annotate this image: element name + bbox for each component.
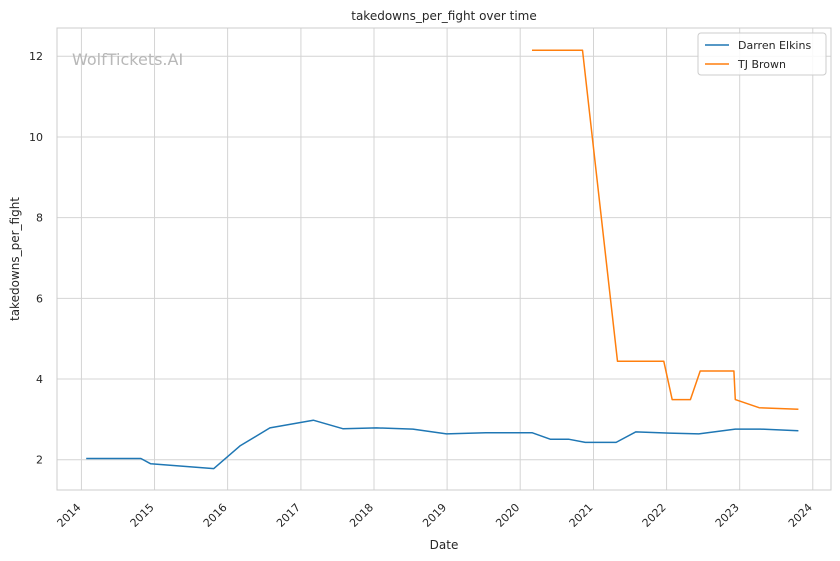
x-gridlines — [80, 28, 814, 490]
y-gridlines — [57, 55, 831, 461]
y-tick-label: 8 — [36, 212, 43, 225]
x-tick-labels: 2014 2015 2016 2017 2018 2019 2020 2021 2022 2023… — [55, 501, 815, 530]
y-tick-labels: 2 4 6 8 10 12 — [29, 50, 43, 466]
y-tick-label: 2 — [36, 454, 43, 467]
series-line-darren-elkins — [86, 419, 799, 470]
x-tick-label: 2020 — [493, 501, 522, 530]
series-layer — [86, 49, 799, 470]
y-axis-label: takedowns_per_fight — [8, 197, 22, 321]
plot-area — [57, 28, 831, 490]
y-tick-label: 4 — [36, 373, 43, 386]
series-line-tj-brown — [532, 49, 799, 411]
chart-title: takedowns_per_fight over time — [351, 9, 537, 23]
y-tick-label: 6 — [36, 292, 43, 305]
x-tick-label: 2015 — [128, 501, 157, 530]
watermark: WolfTickets.AI — [72, 50, 183, 69]
x-tick-label: 2022 — [640, 501, 669, 530]
x-tick-label: 2017 — [274, 501, 303, 530]
legend-label-tj-brown: TJ Brown — [737, 58, 786, 71]
x-tick-label: 2018 — [347, 501, 376, 530]
x-tick-label: 2019 — [420, 501, 449, 530]
y-tick-label: 12 — [29, 50, 43, 63]
x-tick-label: 2021 — [567, 501, 596, 530]
y-tick-label: 10 — [29, 131, 43, 144]
x-tick-label: 2024 — [786, 501, 815, 530]
x-axis-label: Date — [430, 538, 459, 552]
legend-label-darren-elkins: Darren Elkins — [738, 39, 811, 52]
legend-box — [697, 32, 827, 76]
x-tick-label: 2016 — [201, 501, 230, 530]
plot-frame — [56, 27, 832, 491]
x-tick-label: 2023 — [713, 501, 742, 530]
legend: Darren Elkins TJ Brown — [697, 32, 827, 76]
x-tick-label: 2014 — [55, 501, 84, 530]
